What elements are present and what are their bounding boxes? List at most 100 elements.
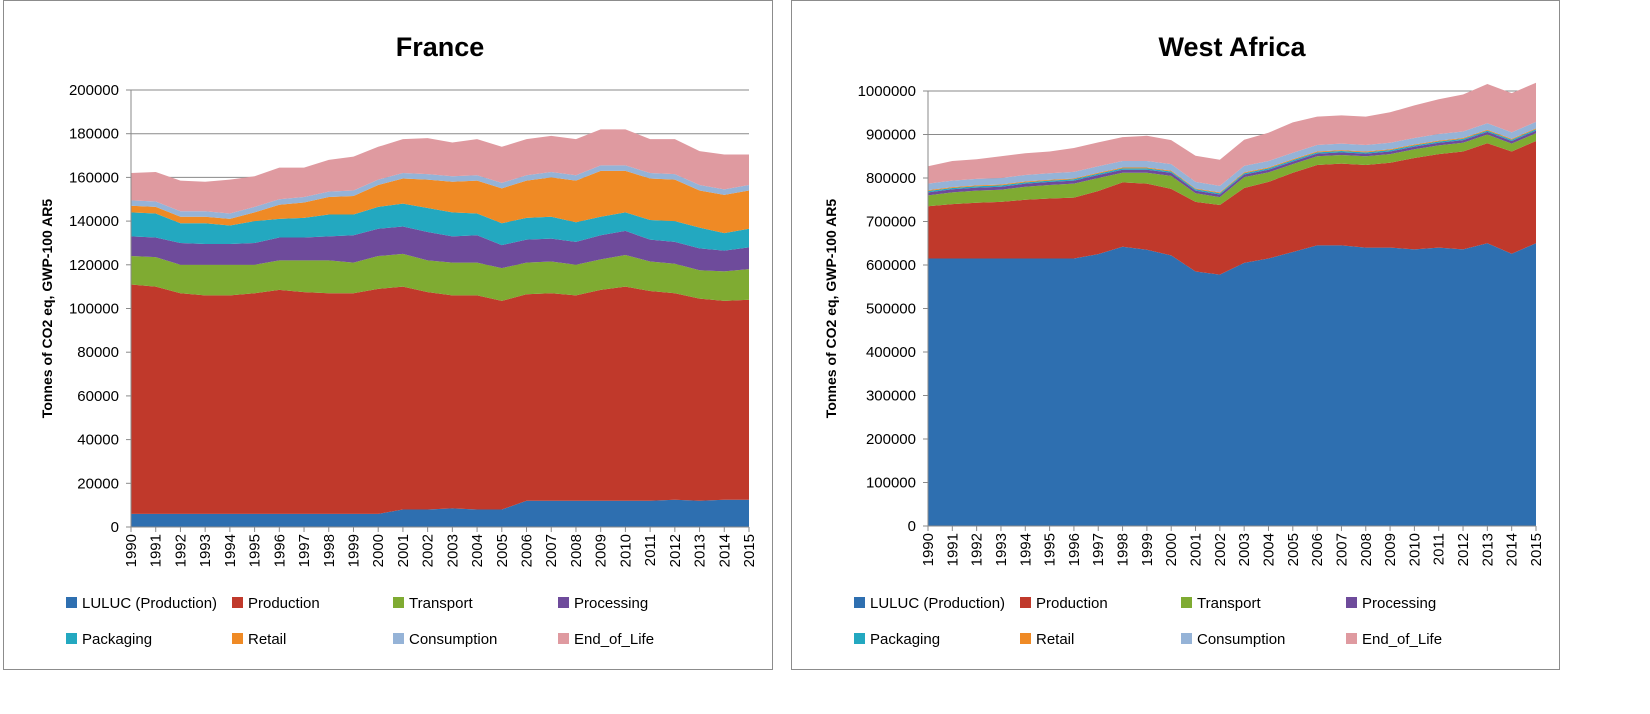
y-tick-label: 20000 <box>77 475 119 492</box>
legend-swatch <box>393 633 404 644</box>
france-chart-svg: France Tonnes of CO2 eq, GWP-100 AR5 0 2000… <box>39 32 758 648</box>
area-processing <box>131 226 749 272</box>
x-tick-label: 2004 <box>469 534 486 567</box>
y-tick-label: 0 <box>908 518 916 535</box>
legend-swatch <box>232 597 243 608</box>
legend-label-packaging: Packaging <box>82 631 152 648</box>
legend-swatch <box>854 633 865 644</box>
x-tick-label: 1995 <box>1042 533 1059 566</box>
legend-swatch <box>854 597 865 608</box>
x-tick-label: 2014 <box>716 534 733 567</box>
legend-label-luluc-production: LULUC (Production) <box>82 595 217 612</box>
x-tick-label: 2000 <box>1163 533 1180 566</box>
x-tick-label: 1999 <box>1139 533 1156 566</box>
west-africa-chart-svg: West Africa Tonnes of CO2 eq, GWP-100 AR5… <box>823 32 1545 648</box>
x-tick-label: 1998 <box>1115 533 1132 566</box>
x-tick-label: 2008 <box>568 534 585 567</box>
y-tick-label: 400000 <box>866 344 916 361</box>
x-tick-label: 2004 <box>1260 533 1277 566</box>
x-tick-label: 1992 <box>172 534 189 567</box>
legend-label-consumption: Consumption <box>1197 631 1285 648</box>
y-tick-label: 100000 <box>866 475 916 492</box>
y-tick-label: 40000 <box>77 432 119 449</box>
x-tick-label: 1991 <box>944 533 961 566</box>
area-end-of-life <box>131 129 749 214</box>
legend-swatch <box>66 633 77 644</box>
legend-label-luluc-production: LULUC (Production) <box>870 595 1005 612</box>
legend-swatch <box>558 597 569 608</box>
legend-label-production: Production <box>248 595 320 612</box>
area-consumption <box>131 165 749 219</box>
legend-swatch <box>558 633 569 644</box>
y-tick-label: 60000 <box>77 388 119 405</box>
x-tick-label: 1997 <box>296 534 313 567</box>
y-tick-label: 700000 <box>866 214 916 231</box>
area-transport <box>131 253 749 301</box>
x-tick-label: 2012 <box>1455 533 1472 566</box>
x-tick-label: 2002 <box>1212 533 1229 566</box>
x-tick-label: 2015 <box>1528 533 1545 566</box>
chart-title: France <box>396 32 485 62</box>
y-tick-label: 800000 <box>866 170 916 187</box>
legend-label-end-of-life: End_of_Life <box>574 631 654 648</box>
y-tick-label: 500000 <box>866 301 916 318</box>
chart-panel-france: France Tonnes of CO2 eq, GWP-100 AR5 0 2000… <box>3 0 773 670</box>
x-tick-label: 2005 <box>1285 533 1302 566</box>
x-tick-label: 1992 <box>969 533 986 566</box>
area-consumption <box>928 121 1536 193</box>
y-tick-label: 200000 <box>69 82 119 99</box>
legend-label-processing: Processing <box>574 595 648 612</box>
x-tick-label: 1993 <box>993 533 1010 566</box>
area-processing <box>928 130 1536 198</box>
area-retail <box>131 170 749 234</box>
y-tick-label: 300000 <box>866 388 916 405</box>
x-tick-label: 2009 <box>593 534 610 567</box>
legend-swatch <box>232 633 243 644</box>
y-tick-label: 100000 <box>69 301 119 318</box>
x-tick-label: 1995 <box>247 534 264 567</box>
x-tick-label: 2010 <box>617 534 634 567</box>
x-tick-label: 2003 <box>444 534 461 567</box>
x-tick-label: 1990 <box>920 533 937 566</box>
x-tick-label: 2001 <box>1188 533 1205 566</box>
legend-label-packaging: Packaging <box>870 631 940 648</box>
x-tick-label: 2006 <box>519 534 536 567</box>
legend-swatch <box>1181 633 1192 644</box>
x-tick-label: 2013 <box>1479 533 1496 566</box>
y-tick-label: 160000 <box>69 169 119 186</box>
legend-swatch <box>1020 597 1031 608</box>
x-tick-label: 2015 <box>741 534 758 567</box>
x-tick-label: 1990 <box>123 534 140 567</box>
x-tick-label: 1993 <box>197 534 214 567</box>
legend-label-consumption: Consumption <box>409 631 497 648</box>
x-tick-label: 2005 <box>494 534 511 567</box>
legend-swatch <box>66 597 77 608</box>
x-tick-label: 2007 <box>543 534 560 567</box>
y-tick-label: 80000 <box>77 344 119 361</box>
x-tick-label: 1994 <box>1017 533 1034 566</box>
y-tick-label: 120000 <box>69 257 119 274</box>
area-packaging <box>928 129 1536 195</box>
y-tick-label: 600000 <box>866 257 916 274</box>
x-tick-label: 1994 <box>222 534 239 567</box>
y-tick-label: 180000 <box>69 126 119 143</box>
area-luluc-production <box>928 243 1536 526</box>
y-tick-label: 900000 <box>866 127 916 144</box>
x-tick-label: 2013 <box>692 534 709 567</box>
x-tick-label: 2009 <box>1382 533 1399 566</box>
legend-label-retail: Retail <box>1036 631 1074 648</box>
area-luluc-production <box>131 499 749 527</box>
x-tick-label: 1991 <box>148 534 165 567</box>
x-tick-label: 2000 <box>370 534 387 567</box>
legend-swatch <box>1020 633 1031 644</box>
x-tick-label: 2011 <box>1431 533 1448 565</box>
chart-panel-west-africa: West Africa Tonnes of CO2 eq, GWP-100 AR5… <box>791 0 1560 670</box>
y-tick-label: 140000 <box>69 213 119 230</box>
x-tick-label: 2010 <box>1406 533 1423 566</box>
area-production <box>928 141 1536 275</box>
area-end-of-life <box>928 82 1536 186</box>
legend-label-production: Production <box>1036 595 1108 612</box>
y-tick-label: 1000000 <box>858 83 916 100</box>
x-tick-label: 1998 <box>321 534 338 567</box>
legend-label-transport: Transport <box>409 595 473 612</box>
